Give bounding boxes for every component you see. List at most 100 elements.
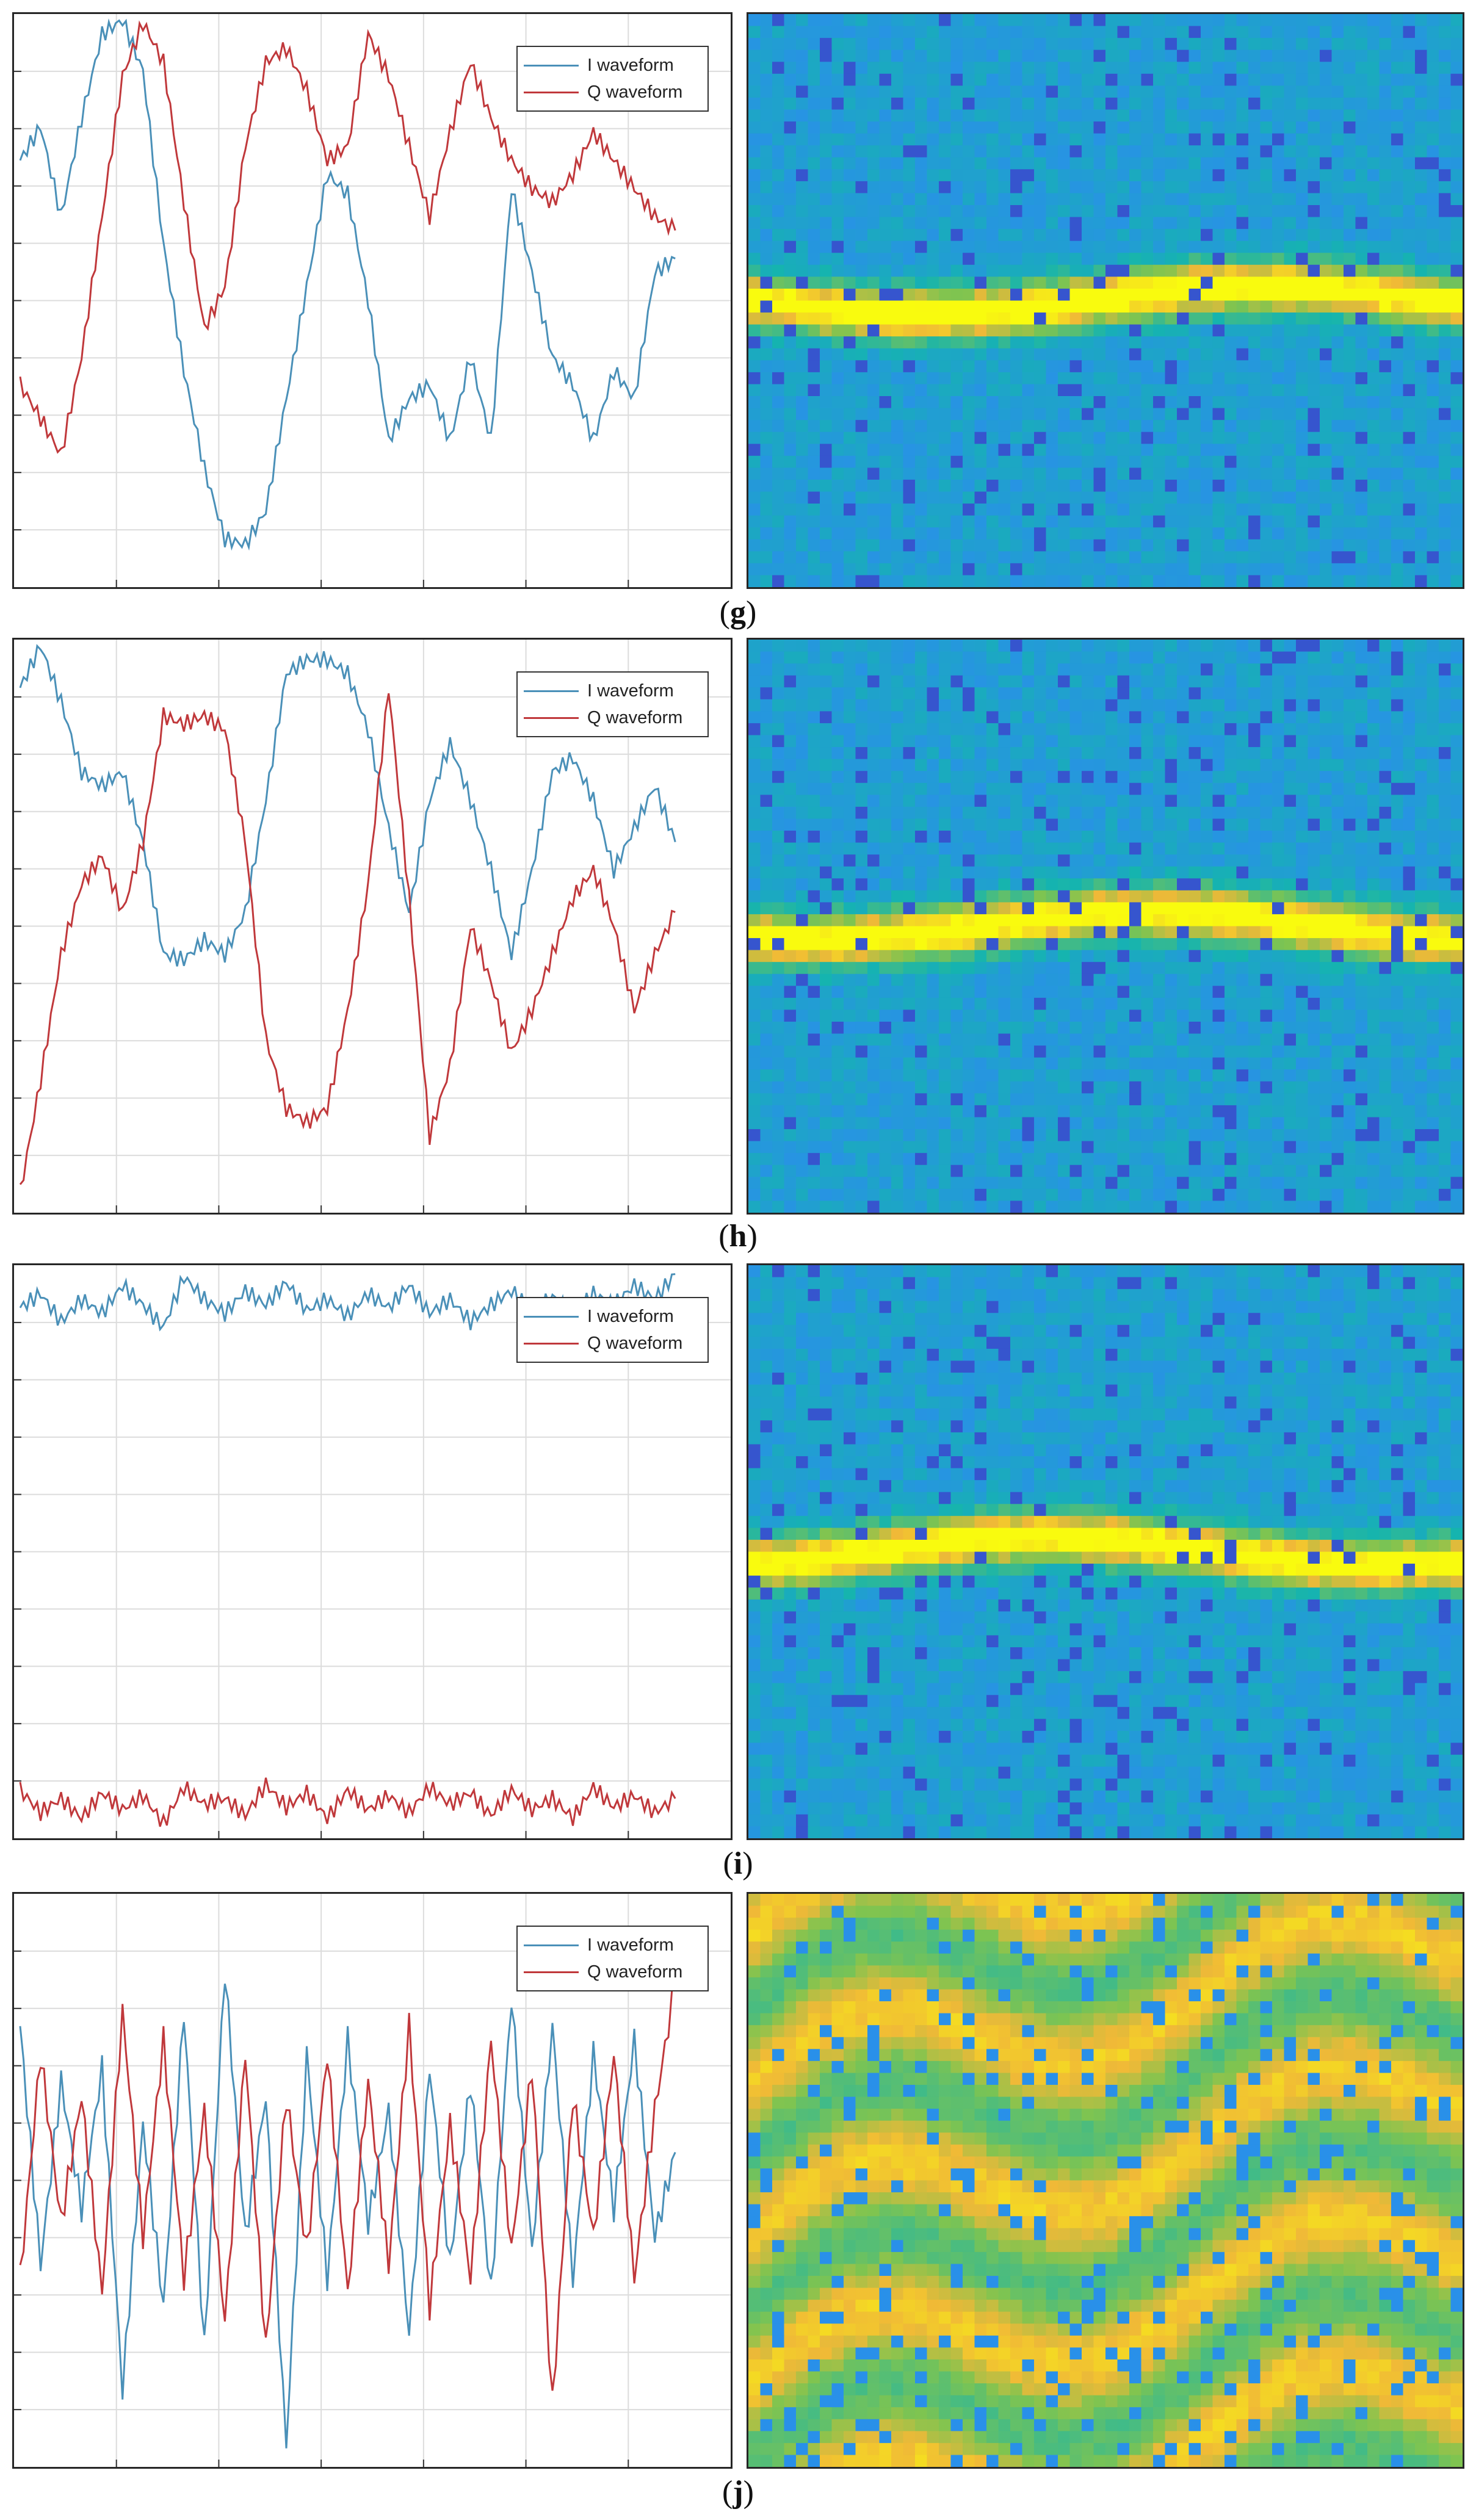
heatmap-cell (879, 26, 892, 38)
heatmap-cell (1082, 890, 1094, 903)
heatmap-cell (1308, 1022, 1320, 1034)
heatmap-cell (1320, 97, 1333, 110)
heatmap-cell (1022, 14, 1035, 27)
heatmap-cell (855, 253, 868, 265)
heatmap-cell (1046, 914, 1058, 927)
heatmap-cell (1391, 431, 1404, 444)
heatmap-cell (1058, 962, 1071, 975)
heatmap-cell (1034, 651, 1047, 664)
heatmap-cell (998, 396, 1011, 409)
heatmap-cell (1344, 26, 1356, 38)
heatmap-cell (1093, 795, 1106, 807)
heatmap-cell (1284, 324, 1297, 337)
heatmap-cell (1058, 663, 1071, 676)
heatmap-cell (1439, 300, 1452, 313)
heatmap-cell (748, 121, 761, 134)
heatmap-cell (1105, 121, 1118, 134)
heatmap-cell (1117, 699, 1130, 712)
heatmap-cell (1272, 169, 1285, 182)
heatmap-cell (1367, 85, 1380, 98)
heatmap-cell (963, 420, 975, 433)
heatmap-cell (1391, 49, 1404, 62)
heatmap-cell (760, 97, 773, 110)
heatmap-cell (974, 205, 987, 218)
heatmap-cell (820, 157, 833, 170)
heatmap-cell (1391, 85, 1404, 98)
heatmap-cell (1284, 360, 1297, 373)
heatmap-cell (986, 431, 999, 444)
heatmap-cell (808, 504, 820, 516)
heatmap-cell (1450, 73, 1463, 86)
heatmap-cell (784, 312, 797, 325)
heatmap-cell (808, 831, 820, 843)
heatmap-cell (927, 62, 939, 74)
heatmap-cell (844, 372, 856, 385)
heatmap-cell (998, 818, 1011, 831)
heatmap-cell (1379, 735, 1392, 748)
heatmap-cell (915, 551, 928, 564)
heatmap-cell (1093, 771, 1106, 784)
heatmap-cell (1308, 938, 1320, 951)
heatmap-cell (1403, 420, 1416, 433)
heatmap-cell (1069, 444, 1082, 457)
heatmap-cell (1129, 181, 1142, 194)
heatmap-cell (1201, 902, 1214, 915)
heatmap-cell (879, 640, 892, 652)
heatmap-cell (879, 312, 892, 325)
heatmap-cell (1308, 651, 1320, 664)
heatmap-cell (1082, 145, 1094, 158)
heatmap-cell (772, 253, 785, 265)
heatmap-cell (1093, 97, 1106, 110)
heatmap-cell (1225, 747, 1237, 760)
heatmap-cell (1236, 253, 1249, 265)
heatmap-cell (1153, 986, 1166, 998)
heatmap-cell (986, 551, 999, 564)
heatmap-cell (1284, 818, 1297, 831)
heatmap-cell (1260, 504, 1273, 516)
heatmap-cell (808, 229, 820, 242)
heatmap-cell (986, 133, 999, 146)
heatmap-cell (1331, 675, 1344, 688)
heatmap-cell (986, 479, 999, 493)
heatmap-cell (1225, 372, 1237, 385)
heatmap-cell (1153, 902, 1166, 915)
heatmap-cell (760, 14, 773, 27)
heatmap-cell (1296, 973, 1309, 986)
heatmap-cell (1403, 735, 1416, 748)
heatmap-cell (1034, 97, 1047, 110)
heatmap-cell (1379, 240, 1392, 253)
heatmap-cell (1093, 85, 1106, 98)
heatmap-cell (1320, 240, 1333, 253)
heatmap-cell (867, 651, 880, 664)
heatmap-cell (1391, 950, 1404, 962)
heatmap-cell (891, 324, 904, 337)
heatmap-cell (939, 408, 952, 421)
heatmap-cell (1284, 504, 1297, 516)
heatmap-cell (1284, 169, 1297, 182)
heatmap-cell (879, 818, 892, 831)
heatmap-cell (855, 157, 868, 170)
heatmap-cell (1355, 336, 1368, 349)
heatmap-cell (1248, 181, 1261, 194)
heatmap-cell (855, 854, 868, 867)
heatmap-cell (879, 854, 892, 867)
heatmap-cell (1141, 687, 1154, 700)
heatmap-cell (1427, 818, 1439, 831)
heatmap-cell (1427, 193, 1439, 206)
heatmap-cell (950, 771, 963, 784)
heatmap-cell (1069, 504, 1082, 516)
heatmap-cell (772, 782, 785, 795)
heatmap-cell (1093, 759, 1106, 771)
heatmap-cell (1403, 336, 1416, 349)
heatmap-cell (1212, 253, 1225, 265)
heatmap-cell (784, 515, 797, 528)
heatmap-cell (784, 539, 797, 552)
heatmap-cell (1427, 651, 1439, 664)
heatmap-cell (963, 468, 975, 480)
heatmap-cell (855, 735, 868, 748)
heatmap-cell (950, 85, 963, 98)
heatmap-cell (1093, 663, 1106, 676)
heatmap-cell (1105, 640, 1118, 652)
heatmap-cell (1260, 575, 1273, 587)
heatmap-cell (748, 312, 761, 325)
